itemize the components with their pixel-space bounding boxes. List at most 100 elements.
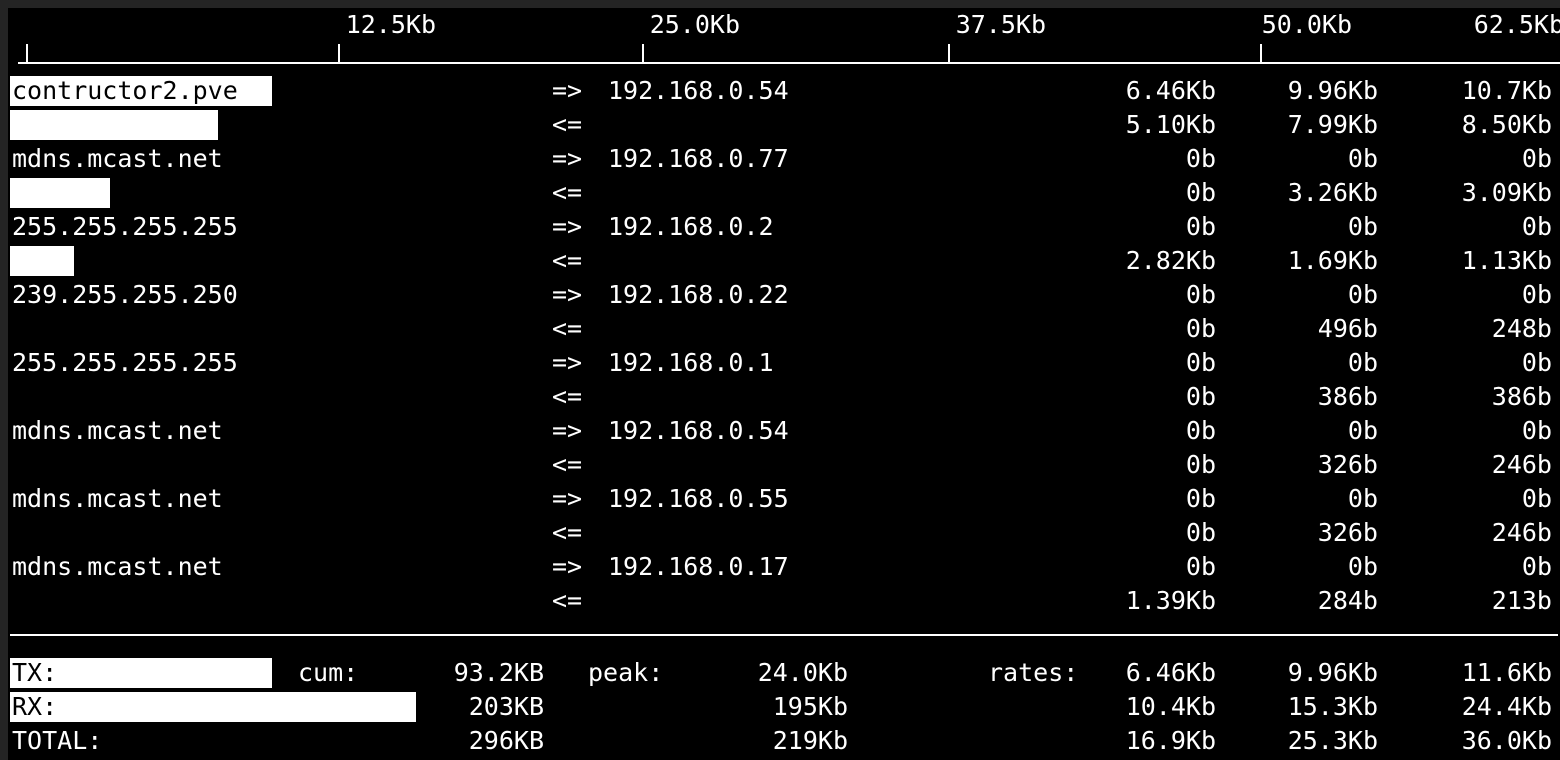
rx-arrow-icon: <= (552, 314, 583, 343)
rate-2s: 0b (1185, 552, 1216, 581)
tx-arrow-icon: => (552, 76, 583, 105)
connection-row: 239.255.255.250 => 192.168.0.22 0b 0b 0b (8, 278, 1560, 312)
peer-address: 192.168.0.17 (608, 552, 789, 581)
connection-row: <= 5.10Kb 7.99Kb 8.50Kb (8, 108, 1560, 142)
summary-row: RX: 203KB 195Kb 10.4Kb 15.3Kb 24.4Kb (8, 690, 1560, 724)
peer-address: 192.168.0.54 (608, 416, 789, 445)
rate-2s: 6.46Kb (1125, 76, 1216, 105)
rx-arrow-icon: <= (552, 178, 583, 207)
rate-40s: 213b (1491, 586, 1552, 615)
ruler-tick (1260, 44, 1262, 64)
rate-2s: 0b (1185, 382, 1216, 411)
summary-label: RX: (12, 692, 58, 721)
rx-bar (10, 246, 74, 276)
summary-rate-2s: 10.4Kb (1125, 692, 1216, 721)
rate-2s: 2.82Kb (1125, 246, 1216, 275)
summary-rate-10s: 9.96Kb (1287, 658, 1378, 687)
rate-10s: 284b (1317, 586, 1378, 615)
scale-label: 37.5Kb (955, 10, 1046, 39)
rate-2s: 5.10Kb (1125, 110, 1216, 139)
cum-value: 93.2KB (453, 658, 544, 687)
scale-labels: 12.5Kb 25.0Kb 37.5Kb 50.0Kb 62.5Kb (8, 8, 1560, 44)
rate-10s: 496b (1317, 314, 1378, 343)
summary-label: TX: (12, 658, 58, 687)
ruler-tick (642, 44, 644, 64)
summary-separator (10, 634, 1558, 636)
rate-2s: 0b (1185, 280, 1216, 309)
rx-arrow-icon: <= (552, 246, 583, 275)
tx-bar (10, 76, 272, 106)
rate-40s: 386b (1491, 382, 1552, 411)
tx-arrow-icon: => (552, 280, 583, 309)
rate-10s: 326b (1317, 450, 1378, 479)
tx-arrow-icon: => (552, 416, 583, 445)
rate-2s: 0b (1185, 144, 1216, 173)
peak-value: 24.0Kb (757, 658, 848, 687)
connection-row: <= 0b 386b 386b (8, 380, 1560, 414)
rate-10s: 0b (1347, 212, 1378, 241)
rate-40s: 248b (1491, 314, 1552, 343)
connection-row: mdns.mcast.net => 192.168.0.55 0b 0b 0b (8, 482, 1560, 516)
host-name: 255.255.255.255 (12, 212, 238, 241)
rx-arrow-icon: <= (552, 518, 583, 547)
rate-2s: 0b (1185, 518, 1216, 547)
summary-bar (10, 658, 272, 688)
connection-row: mdns.mcast.net => 192.168.0.17 0b 0b 0b (8, 550, 1560, 584)
host-name: 239.255.255.250 (12, 280, 238, 309)
ruler-baseline (18, 62, 1560, 64)
tx-arrow-icon: => (552, 144, 583, 173)
ruler-tick (338, 44, 340, 64)
connection-row: <= 0b 3.26Kb 3.09Kb (8, 176, 1560, 210)
peer-address: 192.168.0.77 (608, 144, 789, 173)
cum-value: 296KB (468, 726, 544, 755)
summary-rate-10s: 15.3Kb (1287, 692, 1378, 721)
rate-10s: 0b (1347, 144, 1378, 173)
rate-10s: 3.26Kb (1287, 178, 1378, 207)
summary-row: TOTAL: 296KB 219Kb 16.9Kb 25.3Kb 36.0Kb (8, 724, 1560, 758)
summary-rate-2s: 6.46Kb (1125, 658, 1216, 687)
rate-10s: 0b (1347, 280, 1378, 309)
summary-rate-40s: 24.4Kb (1461, 692, 1552, 721)
connection-row: <= 0b 326b 246b (8, 448, 1560, 482)
connection-row: 255.255.255.255 => 192.168.0.2 0b 0b 0b (8, 210, 1560, 244)
cum-value: 203KB (468, 692, 544, 721)
rate-2s: 0b (1185, 450, 1216, 479)
scale-label: 25.0Kb (649, 10, 740, 39)
rate-40s: 246b (1491, 518, 1552, 547)
tx-arrow-icon: => (552, 484, 583, 513)
host-name: mdns.mcast.net (12, 144, 223, 173)
rate-10s: 386b (1317, 382, 1378, 411)
scale-ruler (18, 44, 1560, 68)
ruler-tick-origin (26, 44, 28, 64)
iftop-screen: 12.5Kb 25.0Kb 37.5Kb 50.0Kb 62.5Kb contructo… (8, 8, 1560, 760)
rate-10s: 0b (1347, 416, 1378, 445)
host-name: mdns.mcast.net (12, 416, 223, 445)
rx-arrow-icon: <= (552, 586, 583, 615)
rx-bar (10, 178, 110, 208)
rate-10s: 9.96Kb (1287, 76, 1378, 105)
summary-bar (10, 692, 416, 722)
connection-row: 255.255.255.255 => 192.168.0.1 0b 0b 0b (8, 346, 1560, 380)
rx-bar (10, 110, 218, 140)
cum-label: cum: (298, 658, 359, 687)
rate-40s: 8.50Kb (1461, 110, 1552, 139)
peer-address: 192.168.0.2 (608, 212, 774, 241)
rate-2s: 0b (1185, 212, 1216, 241)
connection-row: <= 0b 496b 248b (8, 312, 1560, 346)
rate-10s: 326b (1317, 518, 1378, 547)
rate-40s: 246b (1491, 450, 1552, 479)
tx-arrow-icon: => (552, 552, 583, 581)
rates-label: rates: (988, 658, 1079, 687)
rate-40s: 0b (1521, 552, 1552, 581)
rate-2s: 1.39Kb (1125, 586, 1216, 615)
rate-40s: 0b (1521, 280, 1552, 309)
host-name-inverted: contructor2.pve (12, 76, 238, 105)
summary-rate-10s: 25.3Kb (1287, 726, 1378, 755)
host-name: contructor2.pve (12, 74, 238, 108)
rate-10s: 0b (1347, 552, 1378, 581)
connection-row: <= 1.39Kb 284b 213b (8, 584, 1560, 618)
rx-arrow-icon: <= (552, 382, 583, 411)
rate-40s: 10.7Kb (1461, 76, 1552, 105)
summary-rate-2s: 16.9Kb (1125, 726, 1216, 755)
